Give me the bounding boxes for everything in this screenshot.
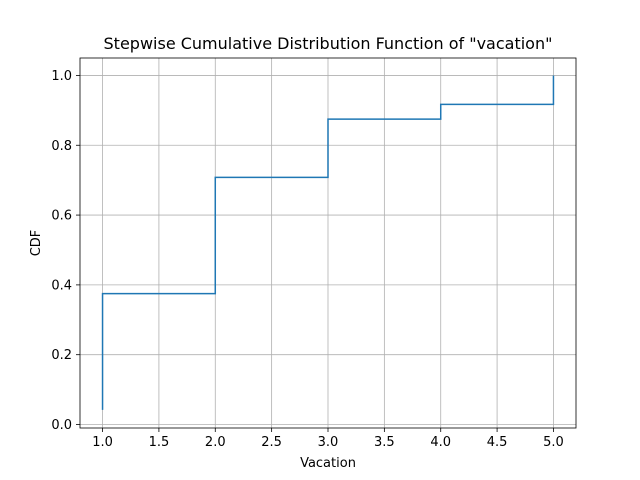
y-tick-label: 0.0 [51, 418, 72, 433]
x-tick-label: 3.0 [318, 435, 339, 450]
y-tick-label: 0.8 [51, 139, 72, 154]
cdf-step-line [101, 75, 555, 410]
y-tick-label: 0.4 [51, 278, 72, 293]
y-axis-label: CDF [29, 230, 44, 257]
x-tick-label: 1.5 [149, 435, 170, 450]
x-tick-label: 5.0 [543, 435, 564, 450]
y-tick-label: 1.0 [51, 69, 72, 84]
x-tick-label: 1.0 [92, 435, 113, 450]
chart-title: Stepwise Cumulative Distribution Functio… [104, 34, 553, 53]
x-axis-label: Vacation [300, 456, 356, 471]
x-axis: 1.0 1.5 2.0 2.5 3.0 3.5 4.0 4.5 5.0 [92, 428, 564, 450]
series-layer [101, 75, 555, 410]
y-tick-label: 0.6 [51, 209, 72, 224]
x-tick-label: 4.0 [430, 435, 451, 450]
x-tick-label: 2.0 [205, 435, 226, 450]
x-tick-label: 4.5 [487, 435, 508, 450]
x-tick-label: 2.5 [261, 435, 282, 450]
y-tick-label: 0.2 [51, 348, 72, 363]
y-axis: 0.0 0.2 0.4 0.6 0.8 1.0 [51, 69, 80, 433]
x-tick-label: 3.5 [374, 435, 395, 450]
